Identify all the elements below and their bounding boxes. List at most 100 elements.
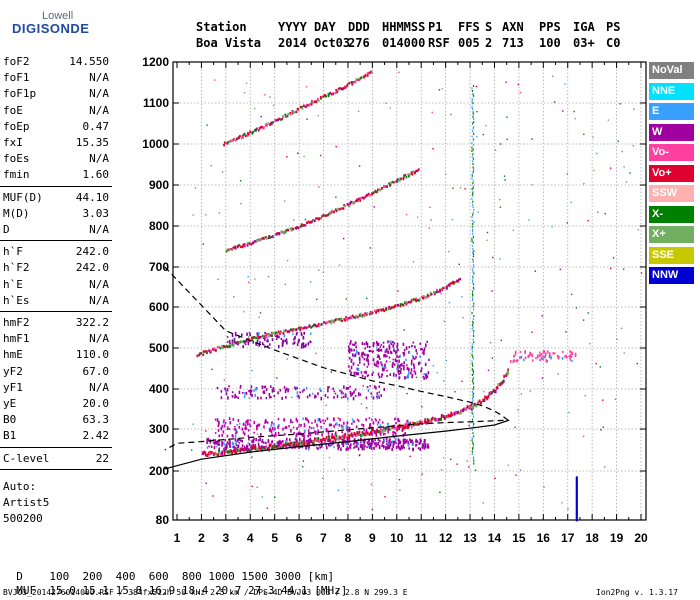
echo-point [385, 437, 388, 441]
header-labels: Station YYYY DAY DDD HHMMSS P1 FFS S AXN PPS IGA PS [196, 20, 656, 34]
echo-point [419, 438, 422, 442]
echo-point [378, 348, 380, 352]
streak-point [472, 213, 474, 216]
echo-point [349, 372, 352, 376]
noise-point [476, 110, 478, 113]
trace-point-4 [363, 76, 365, 79]
noise-point [214, 79, 216, 81]
streak-point [472, 332, 475, 335]
noise-point [595, 362, 598, 365]
echo-point [395, 374, 398, 377]
echo-point [373, 446, 375, 449]
trace-point-2 [255, 336, 258, 340]
noise-point [604, 466, 606, 468]
streak-point [471, 98, 473, 101]
trace-point-2 [317, 322, 320, 326]
trace-point-2 [221, 344, 224, 348]
noise-point [609, 267, 612, 270]
trace-point-1 [430, 417, 433, 422]
echo-point [422, 446, 424, 449]
streak-point [471, 100, 473, 103]
noise-point [436, 371, 438, 374]
noise-point [317, 114, 319, 117]
echo-point [309, 437, 312, 441]
trace-point-1 [288, 442, 291, 446]
echo-point [334, 423, 337, 426]
noise-point [447, 250, 450, 253]
trace-point-2 [446, 287, 448, 290]
noise-point [322, 271, 325, 273]
trace-point-1 [379, 427, 382, 432]
trace-point-1 [473, 402, 476, 406]
echo-point [378, 385, 381, 388]
param-value: 110.0 [75, 348, 109, 362]
trace-point-4 [281, 117, 283, 121]
trace-point-1 [202, 451, 204, 455]
echo-point [372, 396, 375, 400]
trace-point-3 [350, 200, 353, 204]
echo-point [568, 355, 571, 358]
trace-point-2 [385, 307, 387, 310]
echo-point [403, 442, 405, 444]
trace-point-1 [351, 434, 354, 438]
trace-point-1 [225, 450, 228, 454]
echo-point [261, 342, 264, 346]
interference-point [575, 479, 578, 483]
echo-point [212, 441, 215, 444]
echo-point [410, 359, 413, 363]
trace-point-4 [239, 134, 241, 138]
echo-point [401, 428, 404, 432]
trace-point-4 [317, 99, 320, 102]
echo-point [419, 342, 422, 345]
echo-point [306, 418, 309, 421]
echo-point [336, 422, 338, 426]
noise-point [384, 433, 387, 435]
echo-point [308, 393, 311, 397]
echo-point [378, 375, 381, 379]
echo-point [310, 427, 313, 430]
param-row: yF2 67.0 [3, 365, 109, 378]
echo-point [209, 442, 212, 444]
echo-point [363, 358, 366, 361]
echo-point [354, 388, 357, 391]
trace-point-1 [290, 441, 293, 445]
echo-point [397, 356, 400, 358]
trace-point-2 [276, 332, 279, 336]
x-tick-label: 14 [488, 531, 502, 545]
trace-point-4 [370, 70, 373, 74]
trace-point-2 [357, 315, 360, 318]
echo-point [275, 335, 277, 338]
trace-point-3 [257, 239, 260, 243]
streak-point [472, 241, 474, 244]
noise-point [337, 417, 339, 419]
echo-point [278, 335, 280, 339]
echo-point [228, 385, 230, 388]
echo-point [269, 396, 271, 399]
echo-point [378, 391, 381, 394]
echo-point [350, 358, 353, 362]
noise-point [305, 86, 308, 88]
streak-point [471, 245, 473, 248]
scaled-parameters-panel: foF2 14.550 foF1 N/A foF1p N/A foE N/A foEp 0.47 f… [0, 55, 115, 595]
trace-point-2 [310, 326, 313, 329]
noise-point [595, 152, 598, 155]
echo-point [368, 417, 371, 420]
noise-point [369, 247, 372, 249]
echo-point [214, 432, 217, 434]
trace-point-2 [329, 320, 331, 323]
trace-point-1 [360, 433, 362, 438]
echo-point [393, 363, 396, 366]
trace-point-3 [255, 239, 258, 242]
interference-point [575, 491, 578, 494]
trace-point-2 [397, 303, 400, 307]
echo-point [393, 347, 395, 350]
streak-point [472, 162, 474, 165]
echo-point [221, 444, 223, 447]
trace-point-1 [372, 428, 374, 432]
noise-point [211, 368, 213, 371]
param-name: h`F [3, 245, 23, 259]
streak-point [473, 459, 475, 462]
echo-point [387, 350, 389, 354]
echo-point [351, 353, 354, 357]
echo-point [253, 389, 255, 393]
